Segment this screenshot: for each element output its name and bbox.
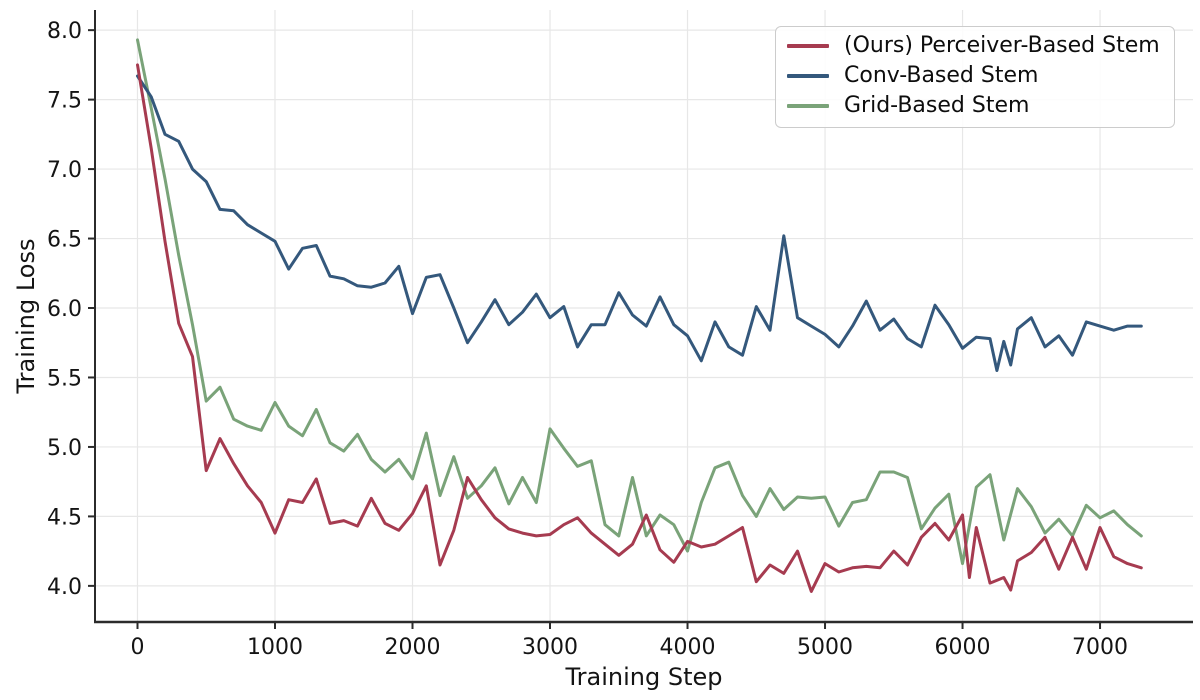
- legend-item-2: Grid-Based Stem: [787, 91, 1160, 121]
- x-tick-label: 6000: [935, 635, 991, 660]
- y-tick-label: 7.0: [47, 158, 82, 183]
- y-tick-label: 8.0: [47, 19, 82, 44]
- legend-label-2: Grid-Based Stem: [844, 93, 1030, 118]
- legend-label-0: (Ours) Perceiver-Based Stem: [844, 33, 1160, 58]
- legend-item-0: (Ours) Perceiver-Based Stem: [787, 31, 1160, 61]
- y-axis-label: Training Loss: [12, 238, 40, 394]
- legend-swatch-1: [787, 74, 829, 78]
- legend: (Ours) Perceiver-Based Stem Conv-Based St…: [775, 26, 1175, 128]
- legend-label-1: Conv-Based Stem: [844, 63, 1039, 88]
- series-line-1: [136, 74, 1143, 372]
- y-tick-label: 4.5: [47, 505, 82, 530]
- x-tick-label: 3000: [522, 635, 578, 660]
- series-line-2: [136, 38, 1143, 566]
- x-tick-label: 7000: [1072, 635, 1128, 660]
- y-tick-label: 7.5: [47, 89, 82, 114]
- x-axis-label: Training Step: [565, 663, 723, 691]
- series-line-0: [136, 63, 1143, 593]
- y-tick-label: 5.5: [47, 366, 82, 391]
- y-tick-label: 5.0: [47, 436, 82, 461]
- x-tick-label: 5000: [797, 635, 853, 660]
- legend-swatch-0: [787, 44, 829, 48]
- y-tick-label: 4.0: [47, 575, 82, 600]
- y-tick-label: 6.0: [47, 297, 82, 322]
- x-tick-label: 1000: [247, 635, 303, 660]
- x-tick-label: 0: [130, 635, 144, 660]
- x-tick-label: 4000: [660, 635, 716, 660]
- legend-item-1: Conv-Based Stem: [787, 61, 1160, 91]
- y-tick-label: 6.5: [47, 228, 82, 253]
- x-tick-label: 2000: [385, 635, 441, 660]
- legend-swatch-2: [787, 104, 829, 108]
